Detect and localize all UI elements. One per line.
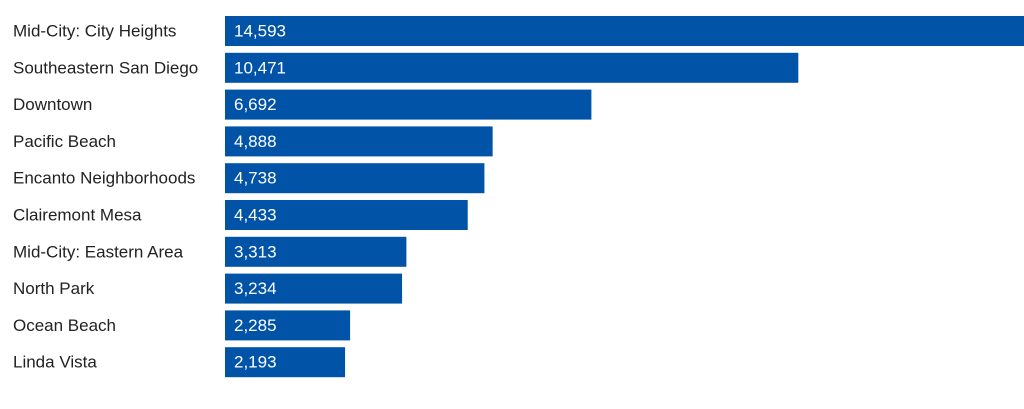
value-label: 4,738 bbox=[234, 169, 277, 188]
category-label: Southeastern San Diego bbox=[13, 58, 198, 77]
value-label: 6,692 bbox=[234, 95, 277, 114]
value-labels: 14,593 10,471 6,692 4,888 4,738 4,433 3,313 3,2… bbox=[234, 22, 286, 372]
value-label: 2,285 bbox=[234, 316, 277, 335]
value-label: 4,888 bbox=[234, 132, 277, 151]
value-label: 4,433 bbox=[234, 206, 277, 225]
category-label: Linda Vista bbox=[13, 353, 97, 372]
bar bbox=[225, 347, 346, 378]
category-label: Ocean Beach bbox=[13, 316, 116, 335]
value-label: 3,234 bbox=[234, 279, 277, 298]
bar bbox=[225, 163, 485, 194]
category-labels: Mid-City: City Heights Southeastern San D… bbox=[13, 22, 198, 372]
value-label: 14,593 bbox=[234, 22, 286, 41]
bar bbox=[225, 126, 493, 157]
category-label: Mid-City: City Heights bbox=[13, 22, 176, 41]
value-label: 3,313 bbox=[234, 242, 277, 261]
bar bbox=[225, 236, 407, 267]
bar bbox=[225, 89, 592, 120]
category-label: Pacific Beach bbox=[13, 132, 116, 151]
bar bbox=[225, 200, 468, 230]
bar bbox=[225, 16, 1024, 46]
category-label: Encanto Neighborhoods bbox=[13, 169, 195, 188]
bars-group bbox=[225, 16, 1024, 378]
value-label: 2,193 bbox=[234, 353, 277, 372]
category-label: Downtown bbox=[13, 95, 92, 114]
bar bbox=[225, 273, 403, 304]
bar bbox=[225, 310, 351, 341]
category-label: Mid-City: Eastern Area bbox=[13, 242, 184, 261]
category-label: North Park bbox=[13, 279, 95, 298]
category-label: Clairemont Mesa bbox=[13, 206, 142, 225]
bar bbox=[225, 52, 799, 83]
value-label: 10,471 bbox=[234, 58, 286, 77]
